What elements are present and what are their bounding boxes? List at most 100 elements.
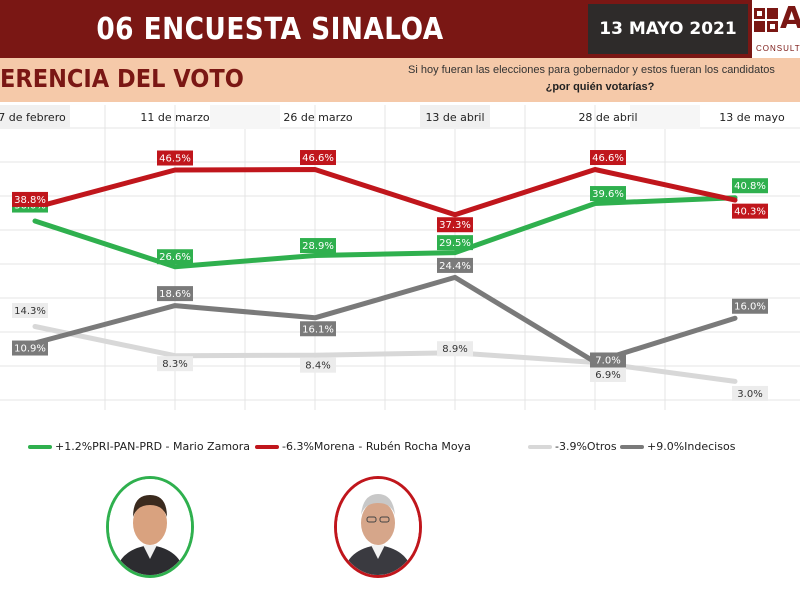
- data-label-text: 8.9%: [442, 344, 467, 355]
- date-header-band: [630, 105, 700, 129]
- data-label: 18.6%: [157, 286, 193, 302]
- data-label-text: 39.6%: [592, 189, 624, 200]
- data-label-text: 40.8%: [734, 181, 766, 192]
- chart-grid: [0, 105, 800, 410]
- date-label: 26 de marzo: [283, 111, 352, 124]
- data-label-text: 16.0%: [734, 302, 766, 313]
- data-label-text: 3.0%: [737, 389, 762, 400]
- legend-swatch: [255, 444, 279, 449]
- survey-date: 13 MAYO 2021: [588, 4, 748, 54]
- data-label-box: [157, 150, 193, 166]
- candidate-photo-rocha: [334, 476, 422, 578]
- data-label: 26.6%: [157, 249, 193, 265]
- question-text-bold: ¿por quién votarías?: [545, 81, 655, 93]
- data-label-box: [590, 186, 626, 202]
- data-label-box: [732, 178, 768, 194]
- data-label-text: 16.1%: [302, 324, 334, 335]
- legend-swatch: [528, 444, 552, 449]
- legend-change: +1.2%: [55, 440, 93, 453]
- legend-item: -3.9% Otros: [528, 440, 617, 453]
- data-label-box: [12, 340, 48, 356]
- data-label-box: [590, 366, 626, 382]
- data-label-text: 40.3%: [734, 207, 766, 218]
- data-label-box: [732, 203, 768, 219]
- data-label-box: [590, 150, 626, 166]
- data-label-box: [12, 191, 48, 207]
- series-line: [32, 195, 738, 270]
- data-label-text: 46.5%: [159, 154, 191, 165]
- subheader-bar: [0, 58, 800, 102]
- vote-trend-chart: 7 de febrero 11 de marzo 26 de marzo 13 de …: [0, 105, 800, 410]
- survey-title: 06 ENCUESTA SINALOA: [96, 11, 444, 47]
- data-label-text: 18.6%: [159, 289, 191, 300]
- candidate-photo-zamora: [106, 476, 194, 578]
- person-icon: [109, 479, 191, 575]
- series-lines: [32, 167, 738, 384]
- data-label-box: [437, 257, 473, 273]
- data-label: 46.6%: [300, 150, 336, 166]
- data-label: 24.4%: [437, 257, 473, 273]
- data-label: 38.8%: [12, 191, 48, 207]
- data-label-text: 37.3%: [439, 220, 471, 231]
- date-header-band: [0, 105, 70, 129]
- data-label-text: 46.6%: [592, 153, 624, 164]
- data-label: 8.4%: [300, 357, 336, 373]
- date-label: 13 de mayo: [719, 111, 785, 124]
- date-label: 28 de abril: [578, 111, 637, 124]
- data-label: 29.5%: [437, 235, 473, 251]
- data-label: 46.6%: [590, 150, 626, 166]
- data-label-text: 8.3%: [162, 359, 187, 370]
- data-label: 16.1%: [300, 321, 336, 337]
- data-label-box: [300, 321, 336, 337]
- legend-swatch: [28, 444, 52, 449]
- data-label: 28.9%: [300, 238, 336, 254]
- legend-change: -6.3%: [282, 440, 314, 453]
- data-label: 40.8%: [732, 178, 768, 194]
- logo-text: Ar: [780, 1, 800, 36]
- legend-swatch: [620, 444, 644, 449]
- data-label-text: 28.9%: [302, 241, 334, 252]
- data-label: 8.9%: [437, 341, 473, 357]
- data-label: 39.6%: [590, 186, 626, 202]
- section-title: ERENCIA DEL VOTO: [0, 64, 244, 93]
- date-label: 7 de febrero: [0, 111, 66, 124]
- date-labels: 7 de febrero 11 de marzo 26 de marzo 13 de …: [0, 111, 785, 124]
- data-label-text: 24.4%: [439, 261, 471, 272]
- date-header-band: [420, 105, 490, 129]
- legend-item: +1.2% PRI-PAN-PRD - Mario Zamora: [28, 440, 250, 453]
- data-label-text: 29.5%: [439, 238, 471, 249]
- date-header-band: [210, 105, 280, 129]
- data-label-text: 10.9%: [14, 344, 46, 355]
- data-label-box: [12, 303, 48, 319]
- legend-change: -3.9%: [555, 440, 587, 453]
- data-label-text: 8.4%: [305, 361, 330, 372]
- data-label-text: 7.0%: [595, 355, 620, 366]
- legend-name: PRI-PAN-PRD - Mario Zamora: [92, 440, 251, 453]
- logo-subtext: CONSULTORES: [756, 44, 800, 53]
- data-label-box: [300, 238, 336, 254]
- data-label: 8.3%: [157, 356, 193, 372]
- date-label: 13 de abril: [425, 111, 484, 124]
- data-label: 46.5%: [157, 150, 193, 166]
- data-label-box: [157, 356, 193, 372]
- data-label-box: [437, 235, 473, 251]
- data-label: 6.9%: [590, 366, 626, 382]
- legend-name: Otros: [586, 440, 617, 453]
- data-label-text: 14.3%: [14, 306, 46, 317]
- chart-legend: +1.2% PRI-PAN-PRD - Mario Zamora -6.3% Mo…: [0, 440, 800, 460]
- legend-name: Indecisos: [684, 440, 736, 453]
- legend-change: +9.0%: [647, 440, 685, 453]
- data-label-box: [437, 341, 473, 357]
- data-labels: 36.0%26.6%28.9%29.5%39.6%40.8%38.8%46.5%…: [12, 150, 768, 401]
- question-text: Si hoy fueran las elecciones para gobern…: [408, 64, 775, 76]
- data-label-box: [732, 298, 768, 314]
- data-label: 16.0%: [732, 298, 768, 314]
- data-label: 7.0%: [590, 352, 626, 368]
- data-label-box: [300, 357, 336, 373]
- data-label-box: [157, 249, 193, 265]
- brand-logo: Ar CONSULTORES: [752, 0, 800, 58]
- data-label: 10.9%: [12, 340, 48, 356]
- data-label-text: 26.6%: [159, 252, 191, 263]
- legend-item: +9.0% Indecisos: [620, 440, 735, 453]
- logo-mark-icon: [754, 8, 778, 32]
